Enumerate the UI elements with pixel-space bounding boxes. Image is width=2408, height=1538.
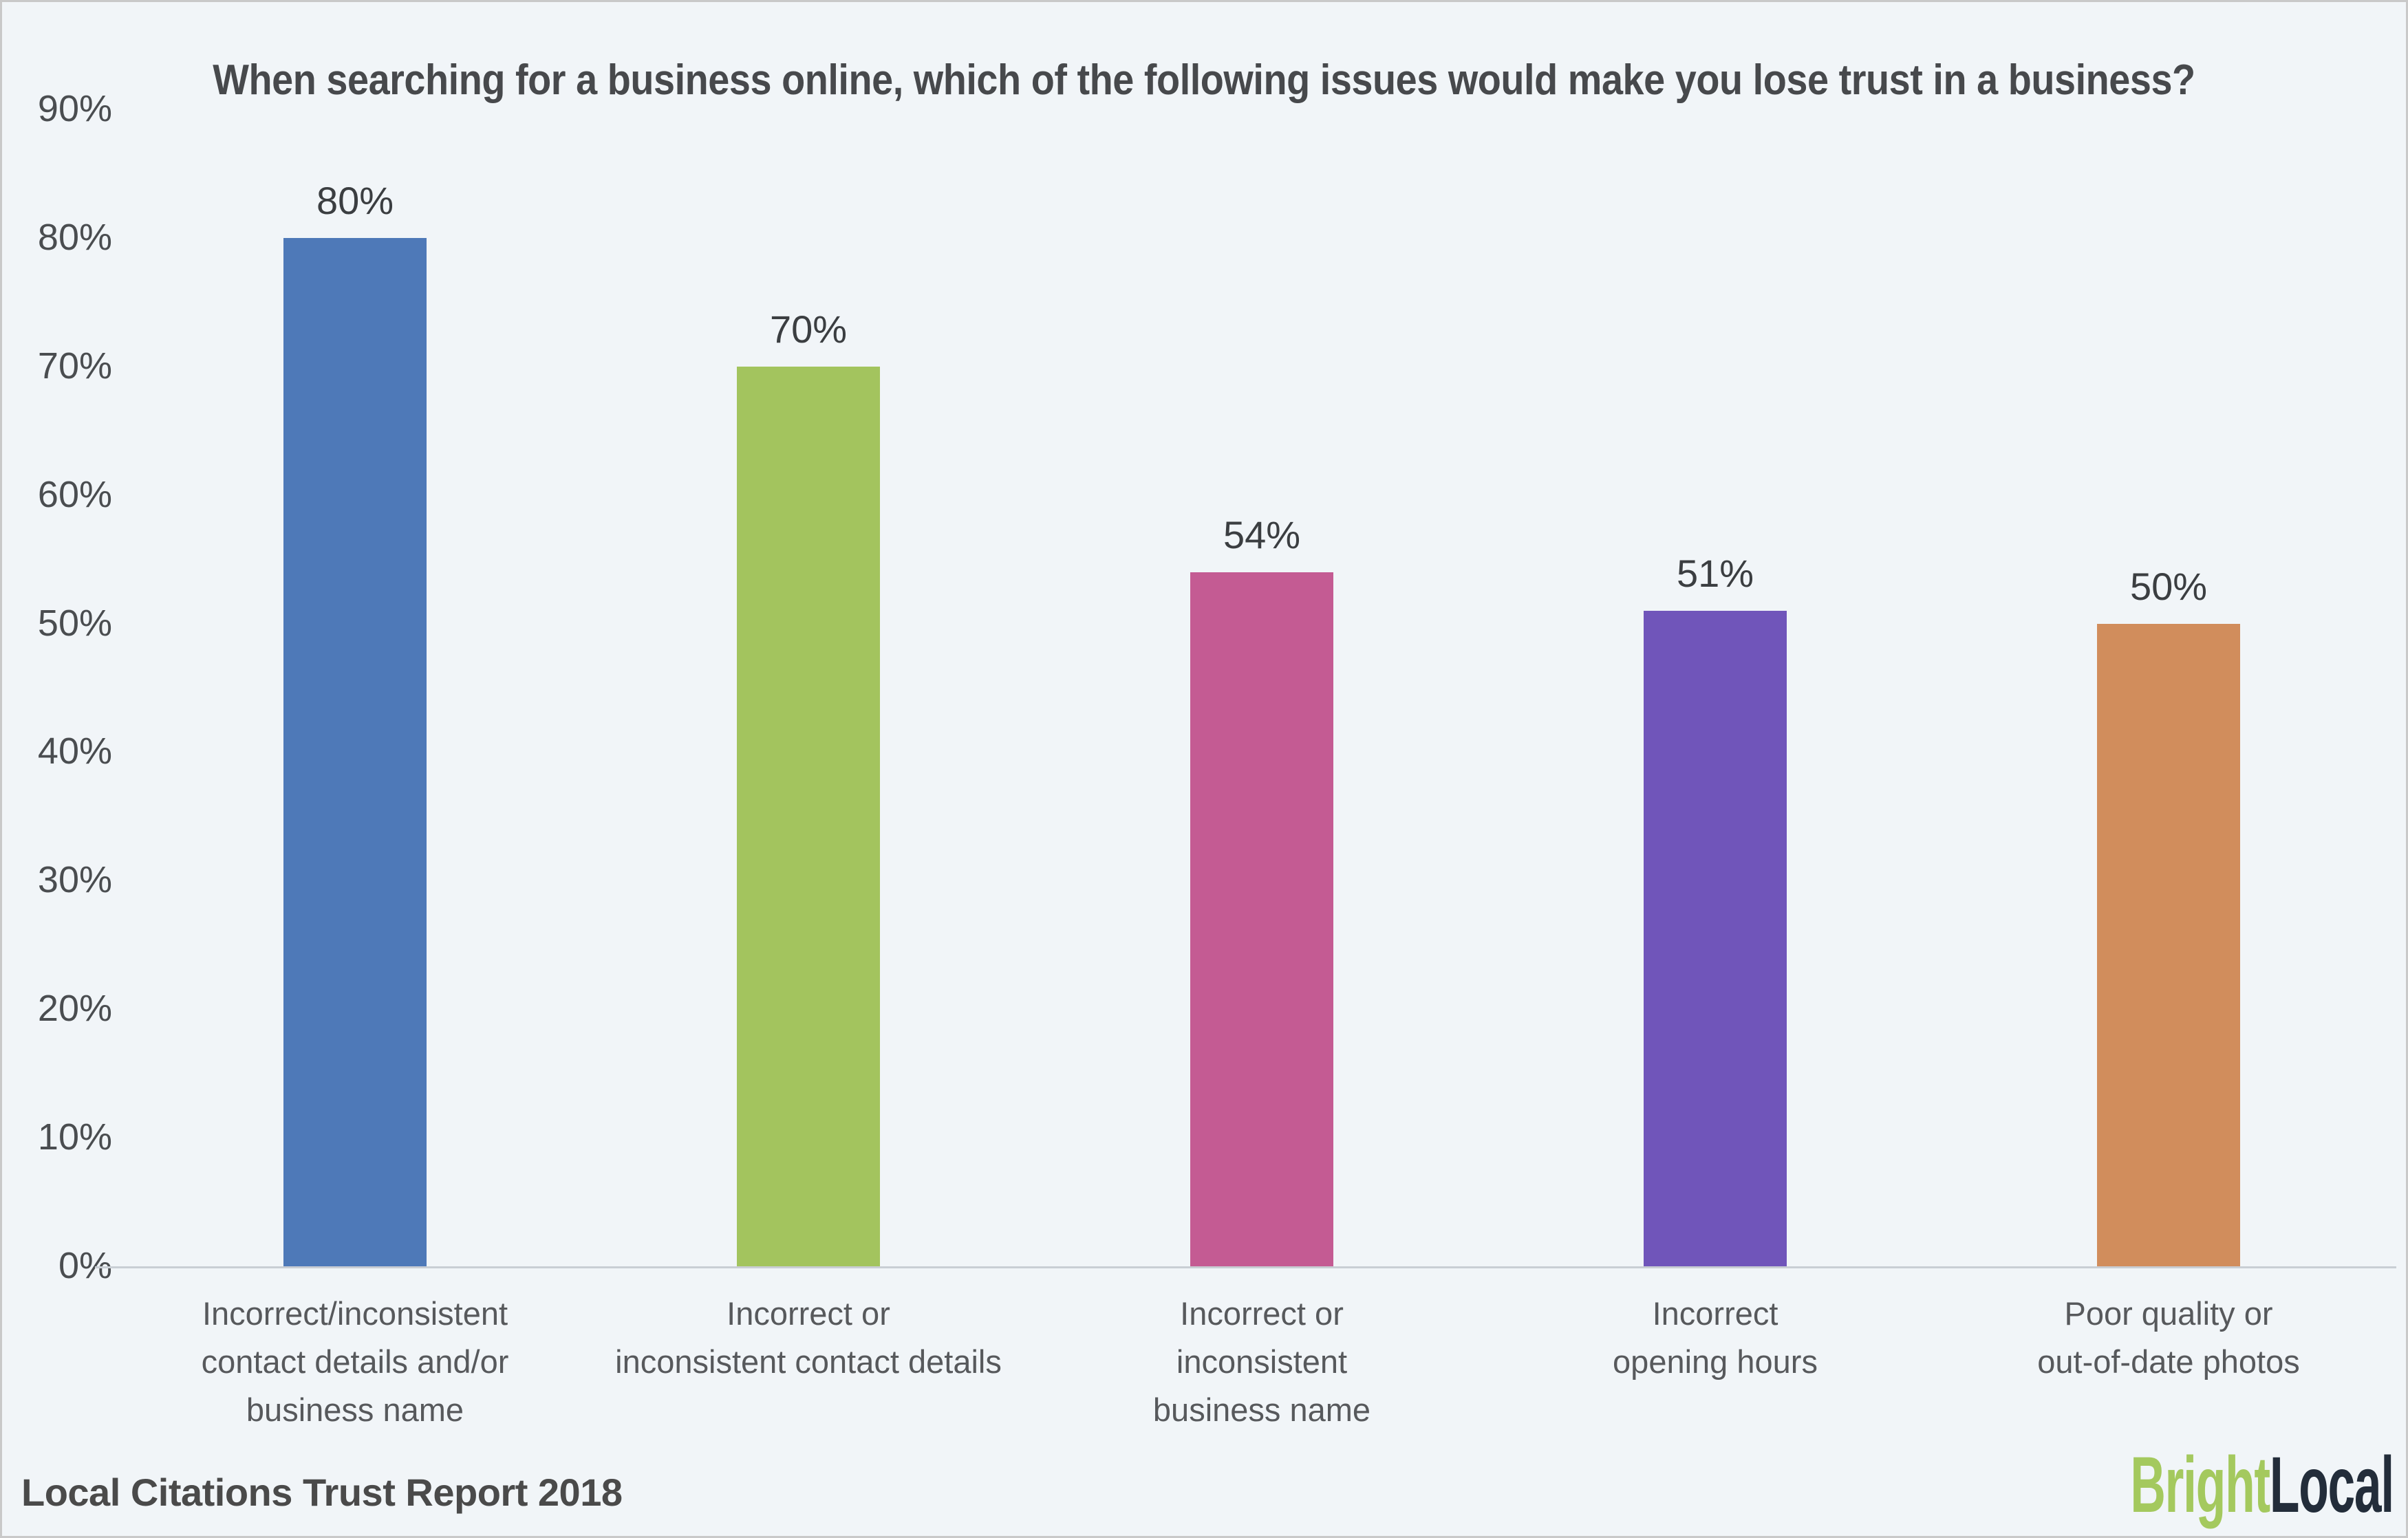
y-tick-label: 50% [37,602,112,644]
y-tick-label: 70% [37,345,112,387]
y-tick-label: 10% [37,1116,112,1158]
logo-local-text: Local [2269,1441,2394,1529]
bar [737,366,880,1266]
y-tick-label: 30% [37,859,112,901]
category-label: Incorrect opening hours [1613,1295,1818,1380]
bar-value-label: 54% [1223,512,1301,556]
x-axis-line [95,1266,2396,1268]
bar-value-label: 70% [769,307,848,351]
brightlocal-logo: BrightLocal [2130,1440,2395,1530]
y-tick-label: 20% [37,987,112,1029]
bar-value-label: 51% [1676,551,1754,595]
y-tick-label: 40% [37,730,112,772]
chart-title: When searching for a business online, wh… [213,56,2195,104]
bar-value-label: 80% [316,178,394,222]
category-label: Poor quality or out-of-date photos [2037,1295,2300,1380]
category-label: Incorrect or inconsistent contact details [615,1295,1002,1380]
y-tick-label: 80% [37,216,112,258]
bar [1190,572,1333,1266]
bar [1644,610,1787,1266]
y-tick-label: 90% [37,87,112,129]
bar [2097,623,2240,1266]
category-label: Incorrect/inconsistent contact details an… [201,1295,509,1428]
bar [283,237,427,1266]
category-label: Incorrect or inconsistent business name [1152,1295,1371,1428]
y-tick-label: 60% [37,473,112,515]
bar-value-label: 50% [2129,564,2208,608]
y-tick-label: 0% [58,1244,112,1286]
source-caption: Local Citations Trust Report 2018 [21,1471,623,1514]
logo-bright-text: Bright [2130,1441,2271,1529]
